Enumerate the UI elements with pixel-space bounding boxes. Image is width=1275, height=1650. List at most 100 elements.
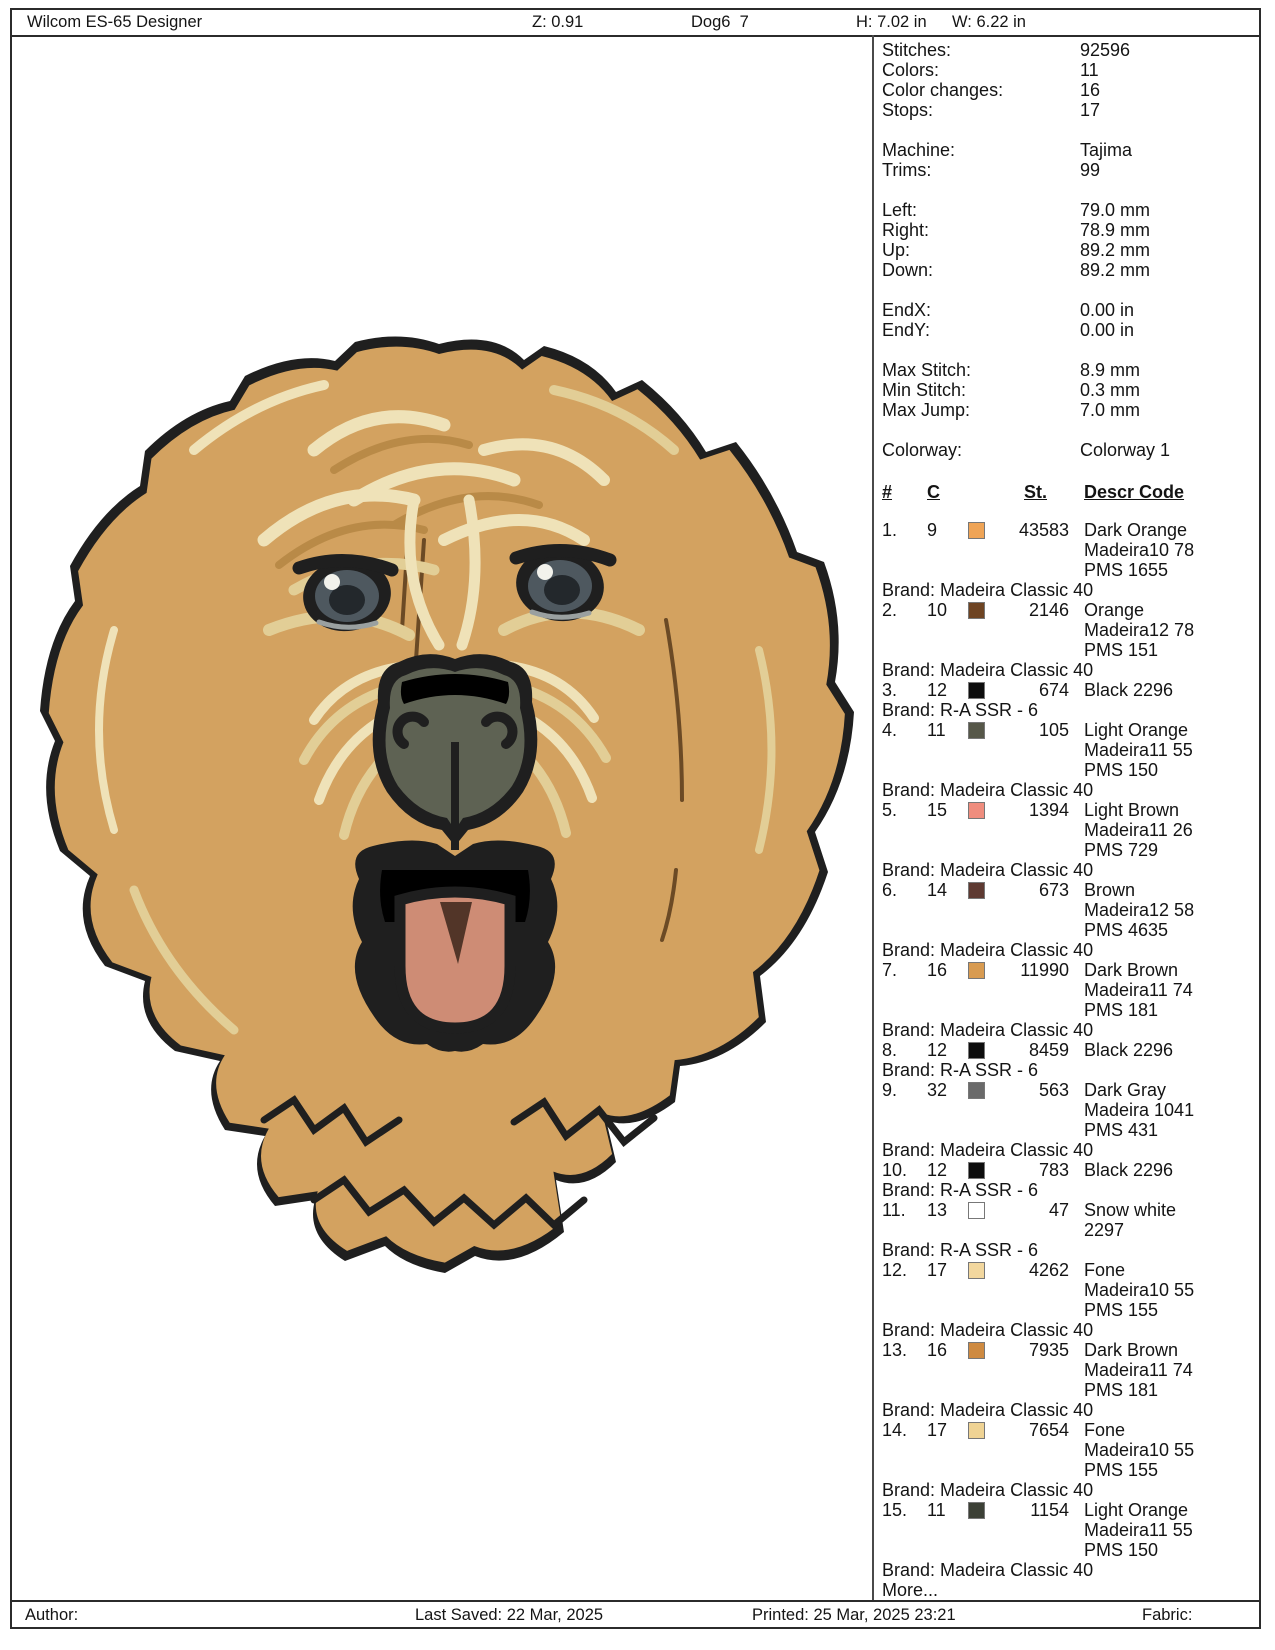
summary-value: 0.00 in — [1080, 320, 1135, 340]
thread-row: 5. 15 1394 Light Brown Madeira11 26 PMS 729 — [882, 800, 1267, 860]
thread-number: 6. — [882, 880, 898, 900]
thread-brand: Brand: Madeira Classic 40 — [882, 1480, 1094, 1500]
thread-description-line: Madeira 1041 — [1084, 1100, 1195, 1120]
thread-number: 4. — [882, 720, 898, 740]
thread-description-line: Dark Brown — [1084, 960, 1179, 980]
thread-row: 4. 11 105 Light Orange Madeira11 55 PMS 150 — [882, 720, 1267, 780]
summary-label: Stitches: — [882, 40, 952, 60]
thread-entry: 6. 14 673 Brown Madeira12 58 PMS 4635 Brand: M… — [882, 880, 1267, 960]
thread-color-swatch — [968, 1082, 985, 1099]
thread-row: 10. 12 783 Black 2296 — [882, 1160, 1267, 1180]
thread-table-header: # C St. Descr Code — [882, 482, 1262, 502]
thread-c-value: 14 — [927, 880, 948, 900]
thread-description: Black 2296 — [1084, 1160, 1267, 1180]
thread-brand: Brand: R-A SSR - 6 — [882, 1180, 1039, 1200]
thread-entry: 12. 17 4262 Fone Madeira10 55 PMS 155 Brand: M… — [882, 1260, 1267, 1340]
more-indicator: More... — [882, 1580, 939, 1600]
thread-row: 1. 9 43583 Dark Orange Madeira10 78 PMS 1655 — [882, 520, 1267, 580]
thread-description-line: PMS 181 — [1084, 1000, 1159, 1020]
thread-row: 9. 32 563 Dark Gray Madeira 1041 PMS 431 — [882, 1080, 1267, 1140]
thread-row: 15. 11 1154 Light Orange Madeira11 55 PMS 150 — [882, 1500, 1267, 1560]
summary-value: 78.9 mm — [1080, 220, 1151, 240]
thread-description-line: PMS 4635 — [1084, 920, 1169, 940]
thread-c-value: 16 — [927, 1340, 948, 1360]
thread-number: 3. — [882, 680, 898, 700]
thread-description-line: Fone — [1084, 1260, 1126, 1280]
thread-entry: 13. 16 7935 Dark Brown Madeira11 74 PMS 181 Br… — [882, 1340, 1267, 1420]
thread-description-line: Black 2296 — [1084, 1040, 1174, 1060]
thread-number: 14. — [882, 1420, 908, 1440]
thread-description-line: Madeira11 74 — [1084, 1360, 1193, 1380]
thread-c-value: 9 — [927, 520, 938, 540]
summary-row: Max Jump: 7.0 mm — [882, 400, 1262, 420]
thread-description-line: PMS 150 — [1084, 1540, 1159, 1560]
dog-nose — [372, 654, 538, 850]
summary-row: Trims: 99 — [882, 160, 1262, 180]
footer-separator — [12, 1600, 1259, 1602]
summary-group: Max Stitch: 8.9 mm Min Stitch: 0.3 mm Max Ju… — [882, 360, 1262, 420]
column-header-descr-code: Descr Code — [1084, 482, 1185, 502]
thread-color-swatch — [968, 1262, 985, 1279]
thread-description-line: Madeira10 55 — [1084, 1280, 1195, 1300]
thread-brand: Brand: Madeira Classic 40 — [882, 660, 1094, 680]
thread-description-line: PMS 431 — [1084, 1120, 1159, 1140]
thread-description-line: PMS 151 — [1084, 640, 1159, 660]
thread-description-line: Fone — [1084, 1420, 1126, 1440]
summary-row: Colorway: Colorway 1 — [882, 440, 1262, 460]
thread-description-line: Madeira11 55 — [1084, 740, 1193, 760]
thread-row: 8. 12 8459 Black 2296 — [882, 1040, 1267, 1060]
thread-color-swatch — [968, 722, 985, 739]
thread-description-line: Madeira11 55 — [1084, 1520, 1193, 1540]
thread-stitch-count: 43583 — [1018, 520, 1069, 540]
thread-brand: Brand: Madeira Classic 40 — [882, 1320, 1094, 1340]
thread-c-value: 12 — [927, 1160, 948, 1180]
design-height: H: 7.02 in — [856, 13, 927, 31]
summary-group: EndX: 0.00 in EndY: 0.00 in — [882, 300, 1262, 340]
dog-embroidery-artwork — [40, 336, 854, 1273]
thread-description-line: Snow white — [1084, 1200, 1177, 1220]
summary-value: Tajima — [1080, 140, 1133, 160]
thread-color-swatch — [968, 1342, 985, 1359]
fabric-label: Fabric: — [1142, 1606, 1193, 1624]
thread-stitch-count: 1394 — [1028, 800, 1069, 820]
summary-row: Down: 89.2 mm — [882, 260, 1262, 280]
thread-c-value: 10 — [927, 600, 948, 620]
panel-divider — [872, 35, 874, 1600]
thread-entry: 1. 9 43583 Dark Orange Madeira10 78 PMS 1655 B… — [882, 520, 1267, 600]
thread-description-line: Madeira12 78 — [1084, 620, 1195, 640]
thread-brand: Brand: Madeira Classic 40 — [882, 780, 1094, 800]
thread-number: 7. — [882, 960, 898, 980]
summary-group: Machine: Tajima Trims: 99 — [882, 140, 1262, 180]
thread-color-swatch — [968, 802, 985, 819]
thread-brand: Brand: Madeira Classic 40 — [882, 580, 1094, 600]
dog-chin-chest — [260, 1095, 658, 1230]
summary-label: Machine: — [882, 140, 956, 160]
thread-description-line: PMS 150 — [1084, 760, 1159, 780]
thread-description-line: PMS 181 — [1084, 1380, 1159, 1400]
thread-brand: Brand: Madeira Classic 40 — [882, 1140, 1094, 1160]
thread-c-value: 13 — [927, 1200, 948, 1220]
thread-color-swatch — [968, 602, 985, 619]
thread-number: 1. — [882, 520, 898, 540]
design-summary: Stitches: 92596 Colors: 11 Color changes: 16 S… — [882, 40, 1262, 480]
thread-description: Dark Brown Madeira11 74 PMS 181 — [1084, 1340, 1267, 1400]
thread-number: 11. — [882, 1200, 906, 1220]
thread-description: Light Orange Madeira11 55 PMS 150 — [1084, 720, 1267, 780]
summary-label: Colorway: — [882, 440, 963, 460]
author-label: Author: — [25, 1606, 79, 1624]
summary-label: Max Stitch: — [882, 360, 972, 380]
thread-color-swatch — [968, 1422, 985, 1439]
column-header-stitches: St. — [1024, 482, 1048, 502]
summary-label: Colors: — [882, 60, 940, 80]
summary-label: EndY: — [882, 320, 931, 340]
thread-entry: 5. 15 1394 Light Brown Madeira11 26 PMS 729 Br… — [882, 800, 1267, 880]
thread-row: 6. 14 673 Brown Madeira12 58 PMS 4635 — [882, 880, 1267, 940]
thread-c-value: 16 — [927, 960, 948, 980]
summary-label: Left: — [882, 200, 918, 220]
thread-stitch-count: 4262 — [1028, 1260, 1069, 1280]
summary-label: Trims: — [882, 160, 932, 180]
summary-value: 16 — [1080, 80, 1101, 100]
thread-stitch-count: 105 — [1038, 720, 1069, 740]
thread-entry: 10. 12 783 Black 2296 Brand: R-A SSR - 6 — [882, 1160, 1267, 1200]
thread-description-line: Madeira11 74 — [1084, 980, 1193, 1000]
